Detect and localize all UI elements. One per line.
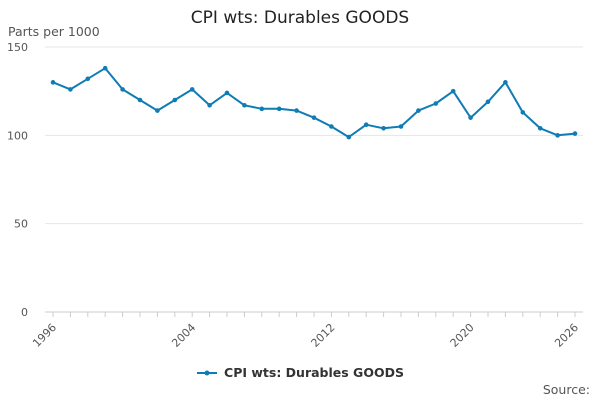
data-point bbox=[155, 108, 160, 113]
data-point bbox=[363, 122, 369, 128]
y-tick-label: 100 bbox=[7, 129, 28, 142]
data-point bbox=[572, 131, 578, 136]
y-axis-unit-label: Parts per 1000 bbox=[8, 24, 100, 39]
series-line bbox=[52, 67, 576, 139]
data-point bbox=[224, 90, 230, 96]
legend-item[interactable]: CPI wts: Durables GOODS bbox=[196, 365, 404, 380]
legend-swatch-icon bbox=[197, 370, 218, 375]
data-point bbox=[242, 103, 247, 108]
legend-label: CPI wts: Durables GOODS bbox=[224, 365, 404, 380]
x-tick-label: 2020 bbox=[448, 321, 477, 350]
data-point bbox=[189, 87, 195, 92]
chart-title: CPI wts: Durables GOODS bbox=[190, 8, 410, 28]
data-point bbox=[520, 110, 526, 115]
data-point bbox=[503, 80, 508, 85]
data-point bbox=[85, 76, 91, 82]
x-tick-label: 2012 bbox=[309, 321, 338, 350]
data-point bbox=[276, 106, 282, 112]
data-point bbox=[398, 124, 404, 129]
legend: CPI wts: Durables GOODS bbox=[0, 365, 600, 380]
data-point bbox=[172, 97, 178, 103]
source-label: Source: bbox=[542, 382, 590, 397]
data-point bbox=[50, 80, 56, 85]
data-point bbox=[259, 106, 265, 112]
data-point bbox=[433, 101, 439, 106]
data-point bbox=[485, 99, 491, 105]
data-point bbox=[120, 87, 125, 92]
data-point bbox=[468, 115, 473, 120]
data-point bbox=[68, 87, 73, 92]
y-tick-label: 50 bbox=[14, 218, 28, 231]
x-tick-label: 2026 bbox=[552, 321, 581, 350]
y-tick-label: 150 bbox=[7, 41, 28, 54]
data-point bbox=[294, 108, 299, 113]
x-tick-label: 2004 bbox=[169, 321, 198, 350]
data-point bbox=[555, 133, 560, 138]
data-point bbox=[416, 108, 421, 113]
data-point bbox=[450, 88, 456, 94]
data-point bbox=[137, 97, 143, 103]
x-tick-label: 1996 bbox=[30, 321, 59, 350]
data-point bbox=[346, 134, 352, 140]
data-point bbox=[207, 103, 212, 108]
data-point bbox=[329, 124, 334, 129]
y-tick-label: 0 bbox=[21, 306, 28, 319]
data-point bbox=[102, 65, 108, 71]
data-point bbox=[381, 125, 386, 131]
data-point bbox=[537, 125, 543, 131]
data-point bbox=[311, 115, 317, 120]
